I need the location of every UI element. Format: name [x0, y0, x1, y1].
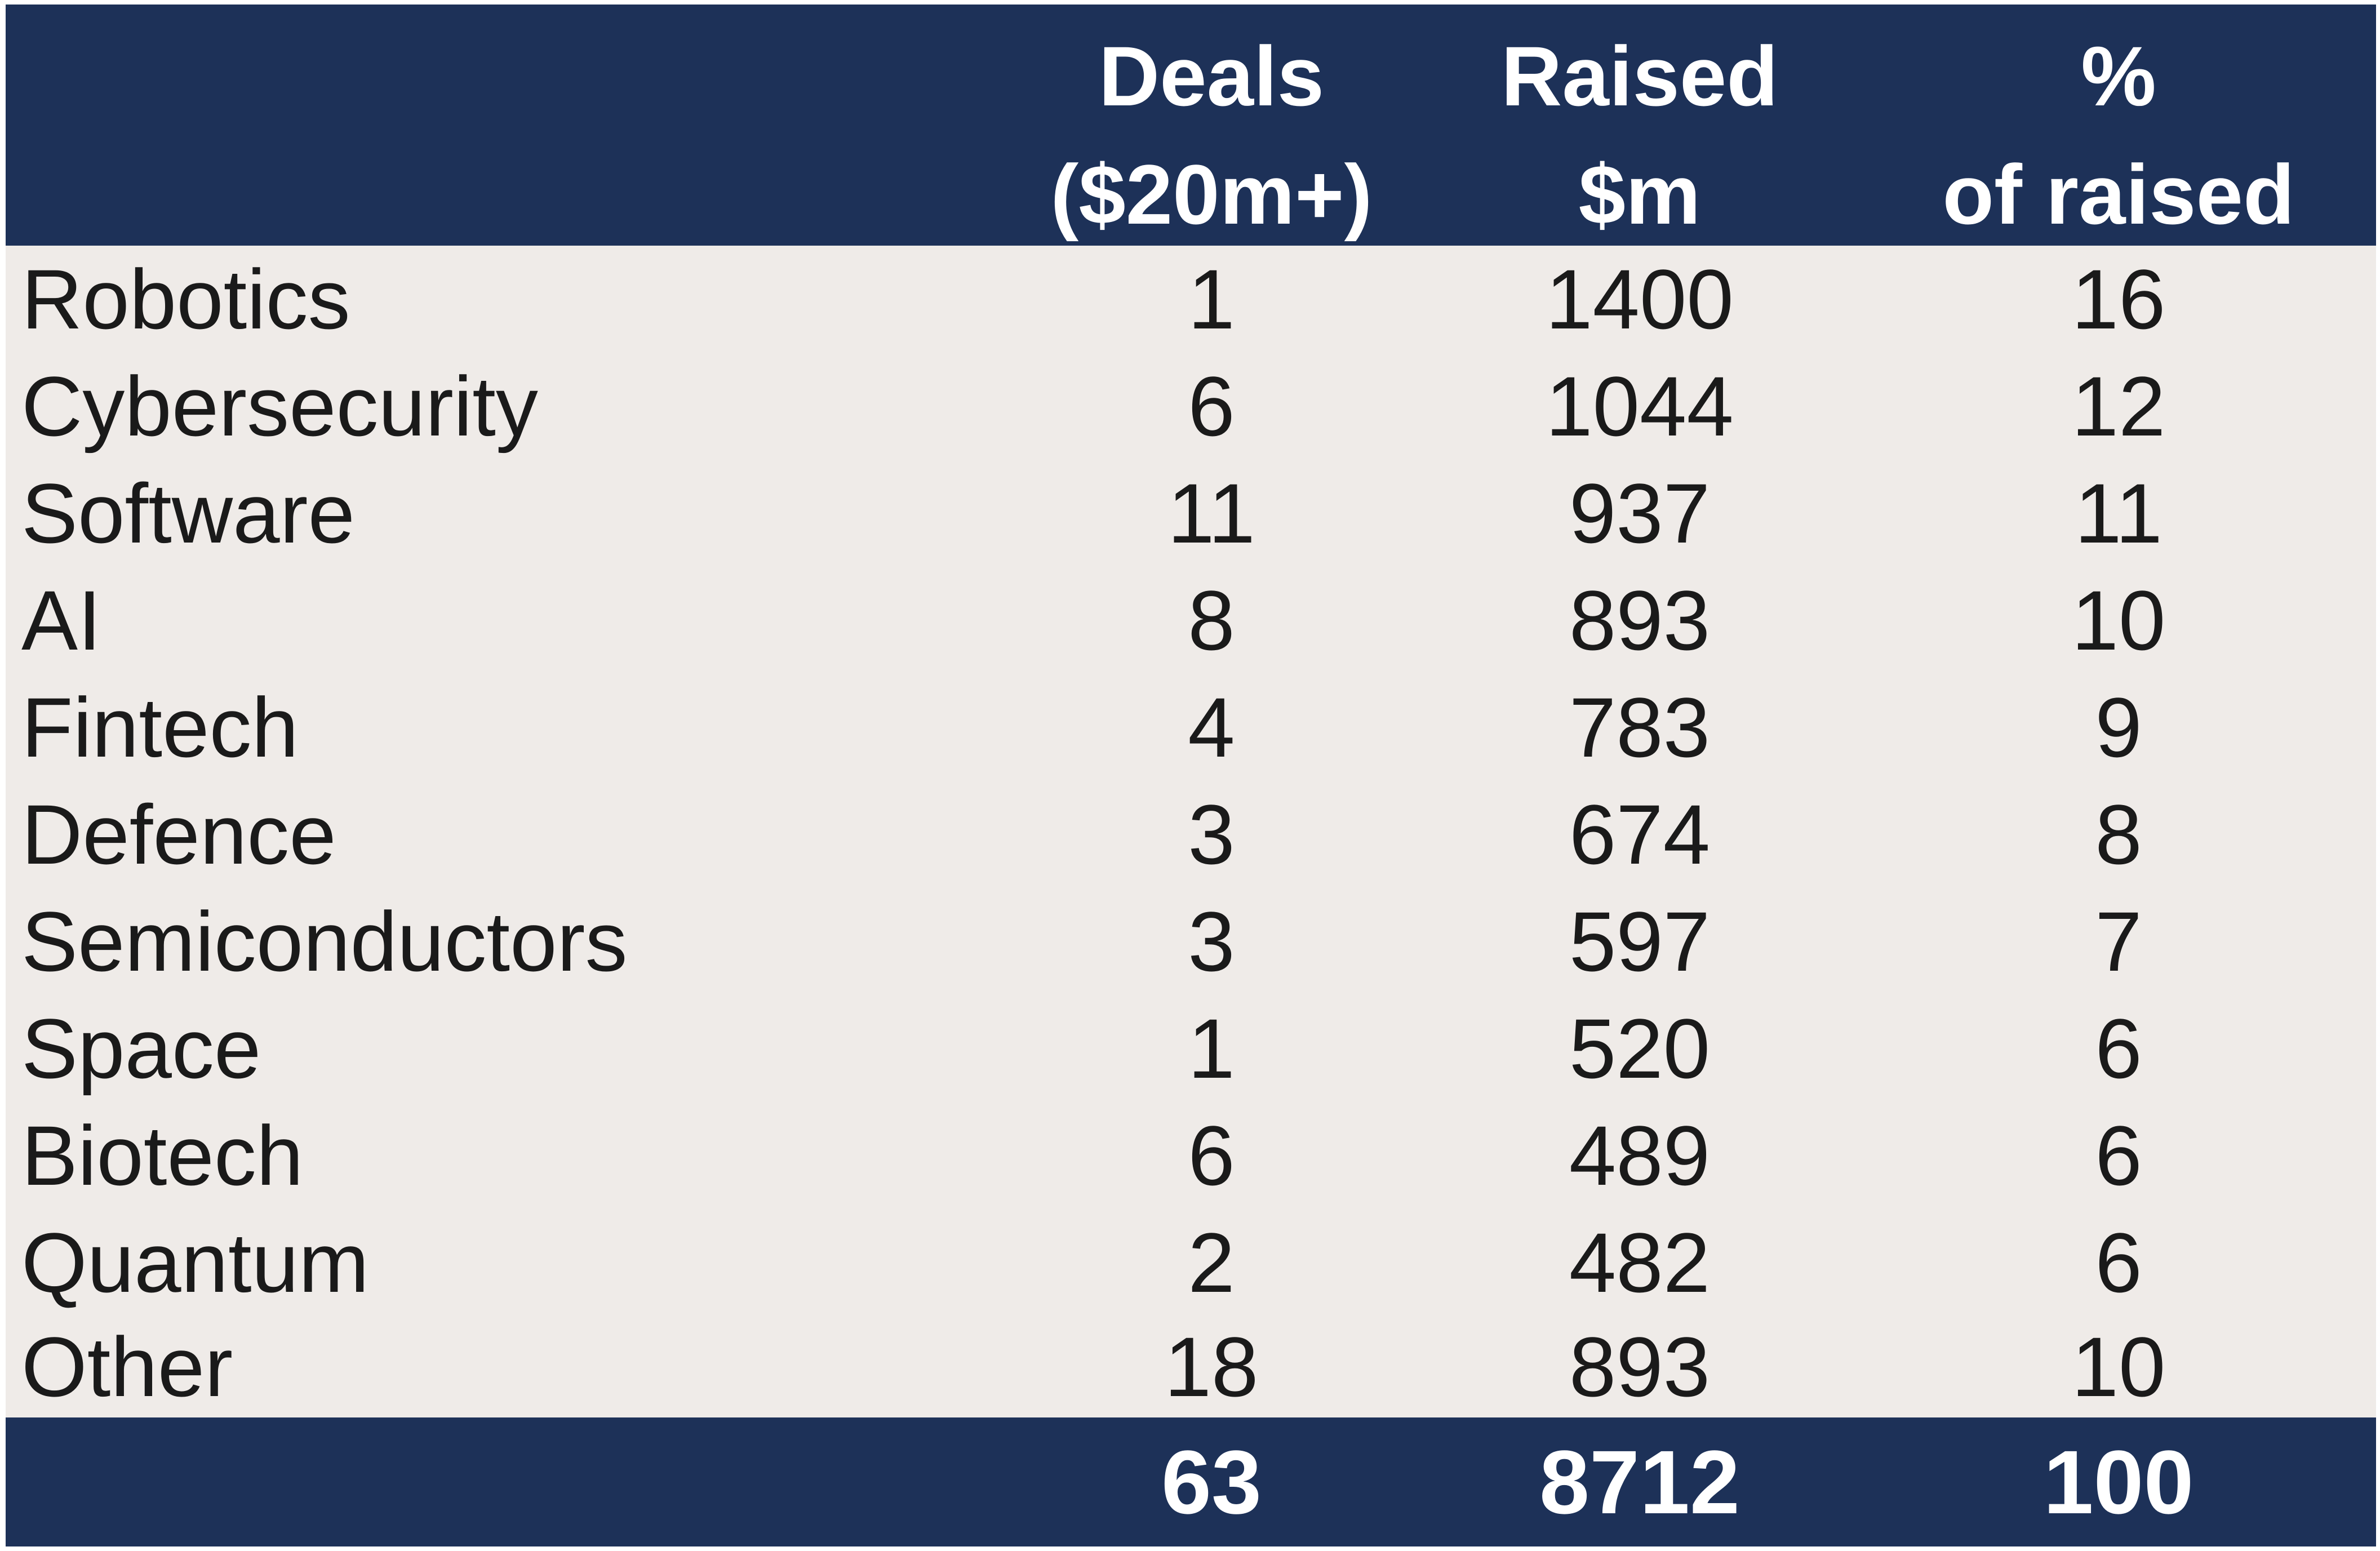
row-pct: 10: [2071, 573, 2166, 668]
row-pct: 6: [2095, 1108, 2142, 1203]
row-pct: 7: [2095, 894, 2142, 989]
row-raised: 1400: [1546, 252, 1734, 346]
total-raised: 8712: [1539, 1432, 1740, 1532]
row-raised: 1044: [1546, 359, 1734, 454]
row-pct: 6: [2095, 1001, 2142, 1096]
row-category: Semiconductors: [21, 894, 628, 989]
row-deals: 4: [1188, 680, 1235, 775]
header-raised-line2: $m: [1578, 147, 1701, 242]
header-raised: Raised $m: [1437, 17, 1842, 254]
table-body: Robotics 1 1400 16 Cybersecurity 6 1044 …: [6, 246, 2376, 1424]
row-raised: 597: [1569, 894, 1711, 989]
table-row: Quantum 2 482 6: [6, 1209, 2376, 1316]
row-deals: 2: [1188, 1215, 1235, 1310]
header-pct-line1: %: [2081, 29, 2156, 123]
header-raised-line1: Raised: [1501, 29, 1778, 123]
header-deals: Deals ($20m+): [1009, 17, 1414, 254]
row-pct: 11: [2075, 466, 2163, 561]
row-raised: 893: [1569, 573, 1711, 668]
row-category: Robotics: [21, 252, 350, 346]
row-deals: 1: [1188, 1001, 1235, 1096]
table-row: Biotech 6 489 6: [6, 1102, 2376, 1209]
row-raised: 893: [1569, 1319, 1711, 1414]
row-pct: 9: [2095, 680, 2142, 775]
row-deals: 1: [1188, 252, 1235, 346]
header-deals-line2: ($20m+): [1050, 147, 1373, 242]
row-category: Cybersecurity: [21, 359, 538, 454]
row-raised: 783: [1569, 680, 1711, 775]
row-pct: 16: [2071, 252, 2166, 346]
row-category: Other: [21, 1319, 233, 1414]
table-row: Fintech 4 783 9: [6, 674, 2376, 781]
row-pct: 10: [2071, 1319, 2166, 1414]
row-pct: 8: [2095, 787, 2142, 882]
header-pct-line2: of raised: [1942, 147, 2295, 242]
row-pct: 12: [2071, 359, 2166, 454]
table-row: Semiconductors 3 597 7: [6, 888, 2376, 995]
row-raised: 674: [1569, 787, 1711, 882]
total-deals: 63: [1161, 1432, 1262, 1532]
row-raised: 937: [1569, 466, 1711, 561]
table-totals-row: 63 8712 100: [6, 1417, 2376, 1546]
header-deals-line1: Deals: [1098, 29, 1325, 123]
row-pct: 6: [2095, 1215, 2142, 1310]
row-category: Space: [21, 1001, 261, 1096]
table-row: Robotics 1 1400 16: [6, 246, 2376, 353]
table-row: Space 1 520 6: [6, 995, 2376, 1102]
table-row: AI 8 893 10: [6, 567, 2376, 674]
row-raised: 489: [1569, 1108, 1711, 1203]
table-row: Defence 3 674 8: [6, 781, 2376, 888]
row-deals: 18: [1164, 1319, 1259, 1414]
data-table: Deals ($20m+) Raised $m % of raised Robo…: [6, 5, 2376, 1546]
row-raised: 520: [1569, 1001, 1711, 1096]
row-category: Defence: [21, 787, 336, 882]
row-category: Biotech: [21, 1108, 304, 1203]
row-category: Fintech: [21, 680, 299, 775]
row-raised: 482: [1569, 1215, 1711, 1310]
table-row: Software 11 937 11: [6, 460, 2376, 567]
row-category: Software: [21, 466, 355, 561]
row-deals: 8: [1188, 573, 1235, 668]
row-deals: 11: [1167, 466, 1255, 561]
total-pct: 100: [2043, 1432, 2194, 1532]
row-deals: 3: [1188, 787, 1235, 882]
table-row: Other 18 893 10: [6, 1313, 2376, 1420]
row-category: AI: [21, 573, 101, 668]
row-deals: 6: [1188, 359, 1235, 454]
header-pct: % of raised: [1916, 17, 2321, 254]
table-row: Cybersecurity 6 1044 12: [6, 353, 2376, 460]
row-deals: 3: [1188, 894, 1235, 989]
table-header: Deals ($20m+) Raised $m % of raised: [6, 5, 2376, 246]
row-category: Quantum: [21, 1215, 369, 1310]
row-deals: 6: [1188, 1108, 1235, 1203]
